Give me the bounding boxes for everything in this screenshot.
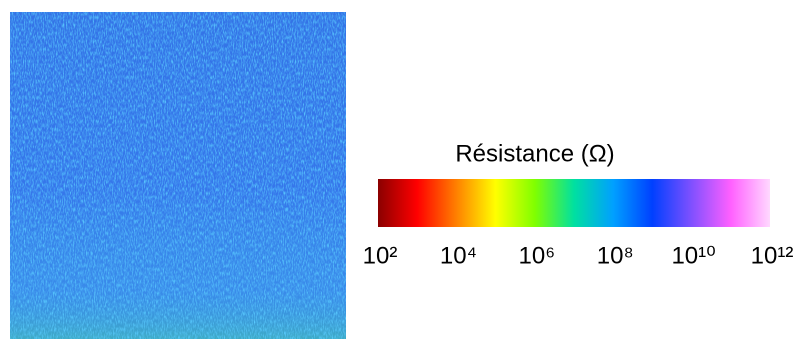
resistance-map (10, 12, 346, 339)
colorbar (378, 179, 770, 227)
colorbar-title: Résistance (Ω) (455, 140, 614, 167)
tick-label: 10⁶ (519, 242, 556, 269)
tick-label: 10¹² (751, 242, 794, 269)
tick-label: 10² (363, 242, 398, 269)
tick-label: 10⁸ (597, 242, 634, 269)
tick-label: 10⁴ (440, 242, 477, 269)
tick-label: 10¹⁰ (671, 242, 715, 269)
